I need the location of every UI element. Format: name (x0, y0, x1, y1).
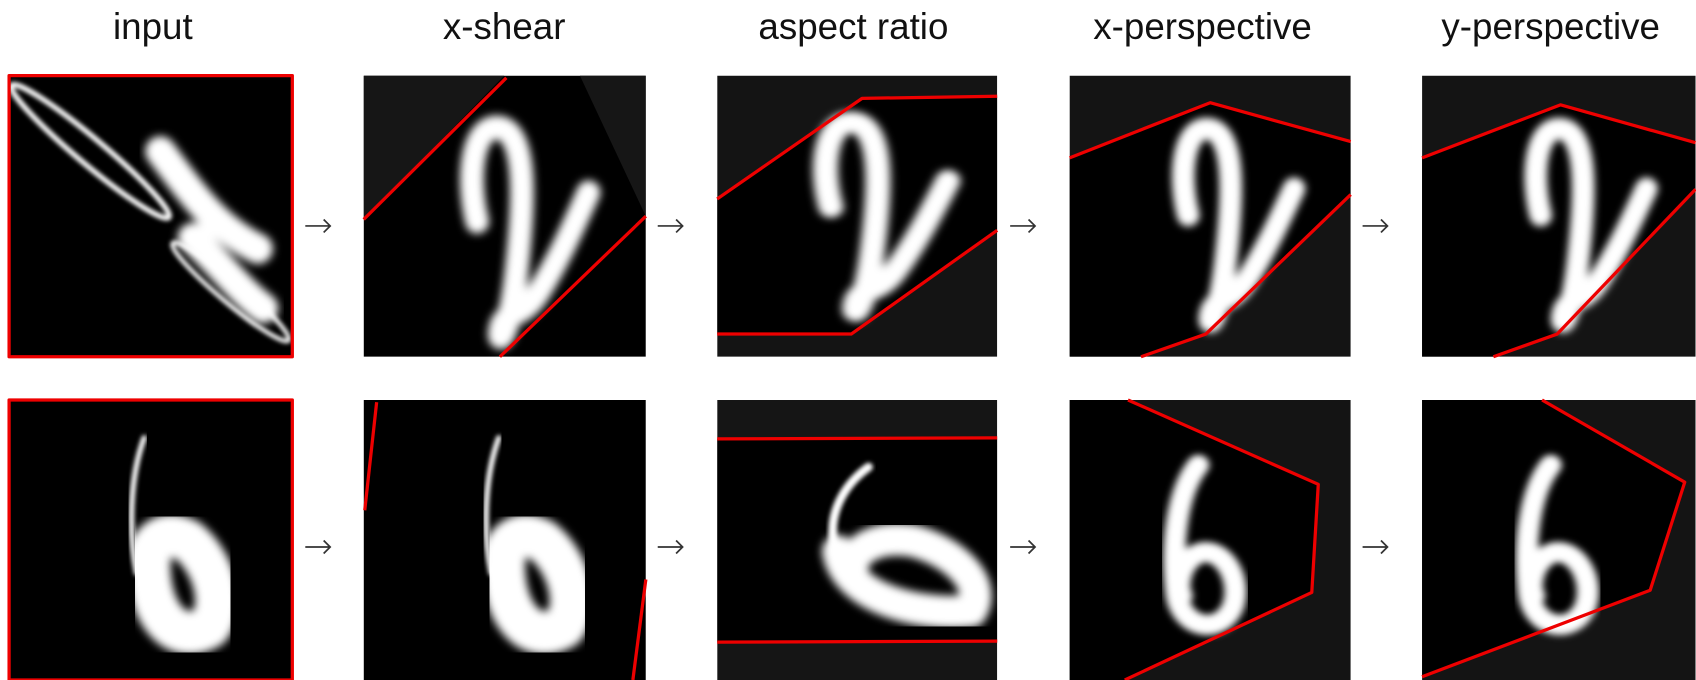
figure: input x-shear aspect ratio x-perspective… (0, 0, 1696, 680)
image-panel (364, 400, 646, 680)
page: input x-shear aspect ratio x-perspective… (0, 0, 1696, 680)
column-title: x-perspective (1093, 6, 1312, 47)
image-panel (717, 76, 997, 357)
column-title: y-perspective (1441, 6, 1660, 47)
column-title: input (113, 6, 193, 47)
image-panel (1422, 76, 1696, 357)
column-titles: input x-shear aspect ratio x-perspective… (113, 6, 1660, 47)
image-panel (1070, 76, 1351, 357)
image-panel (717, 400, 997, 680)
image-panel (9, 400, 292, 680)
image-panel (1070, 400, 1351, 680)
column-title: x-shear (443, 6, 566, 47)
image-panel (3, 75, 295, 356)
column-title: aspect ratio (758, 6, 948, 47)
image-panel (1422, 400, 1696, 680)
image-panel (364, 76, 646, 357)
